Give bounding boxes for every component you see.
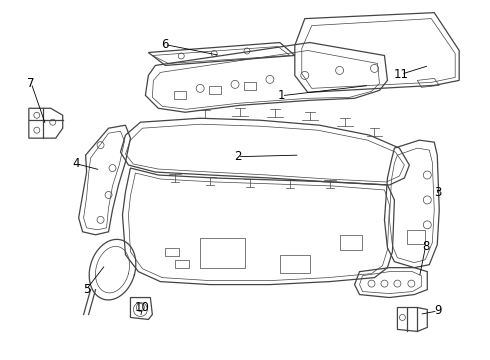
Text: 8: 8 <box>422 240 429 253</box>
Bar <box>175 260 189 268</box>
Text: 2: 2 <box>234 150 242 163</box>
Bar <box>165 248 179 256</box>
Text: 5: 5 <box>83 283 90 296</box>
Text: 10: 10 <box>135 301 150 314</box>
Text: 1: 1 <box>278 89 285 102</box>
Bar <box>407 230 425 244</box>
Bar <box>200 238 245 268</box>
Text: 4: 4 <box>73 157 80 170</box>
Text: 9: 9 <box>434 305 441 318</box>
Text: 7: 7 <box>27 77 35 90</box>
Bar <box>174 91 186 99</box>
Text: 11: 11 <box>393 68 409 81</box>
Text: 3: 3 <box>434 186 441 199</box>
Bar <box>244 82 256 90</box>
Text: 6: 6 <box>161 38 168 51</box>
Bar <box>209 86 221 94</box>
Bar <box>340 235 362 250</box>
Bar <box>280 255 310 273</box>
